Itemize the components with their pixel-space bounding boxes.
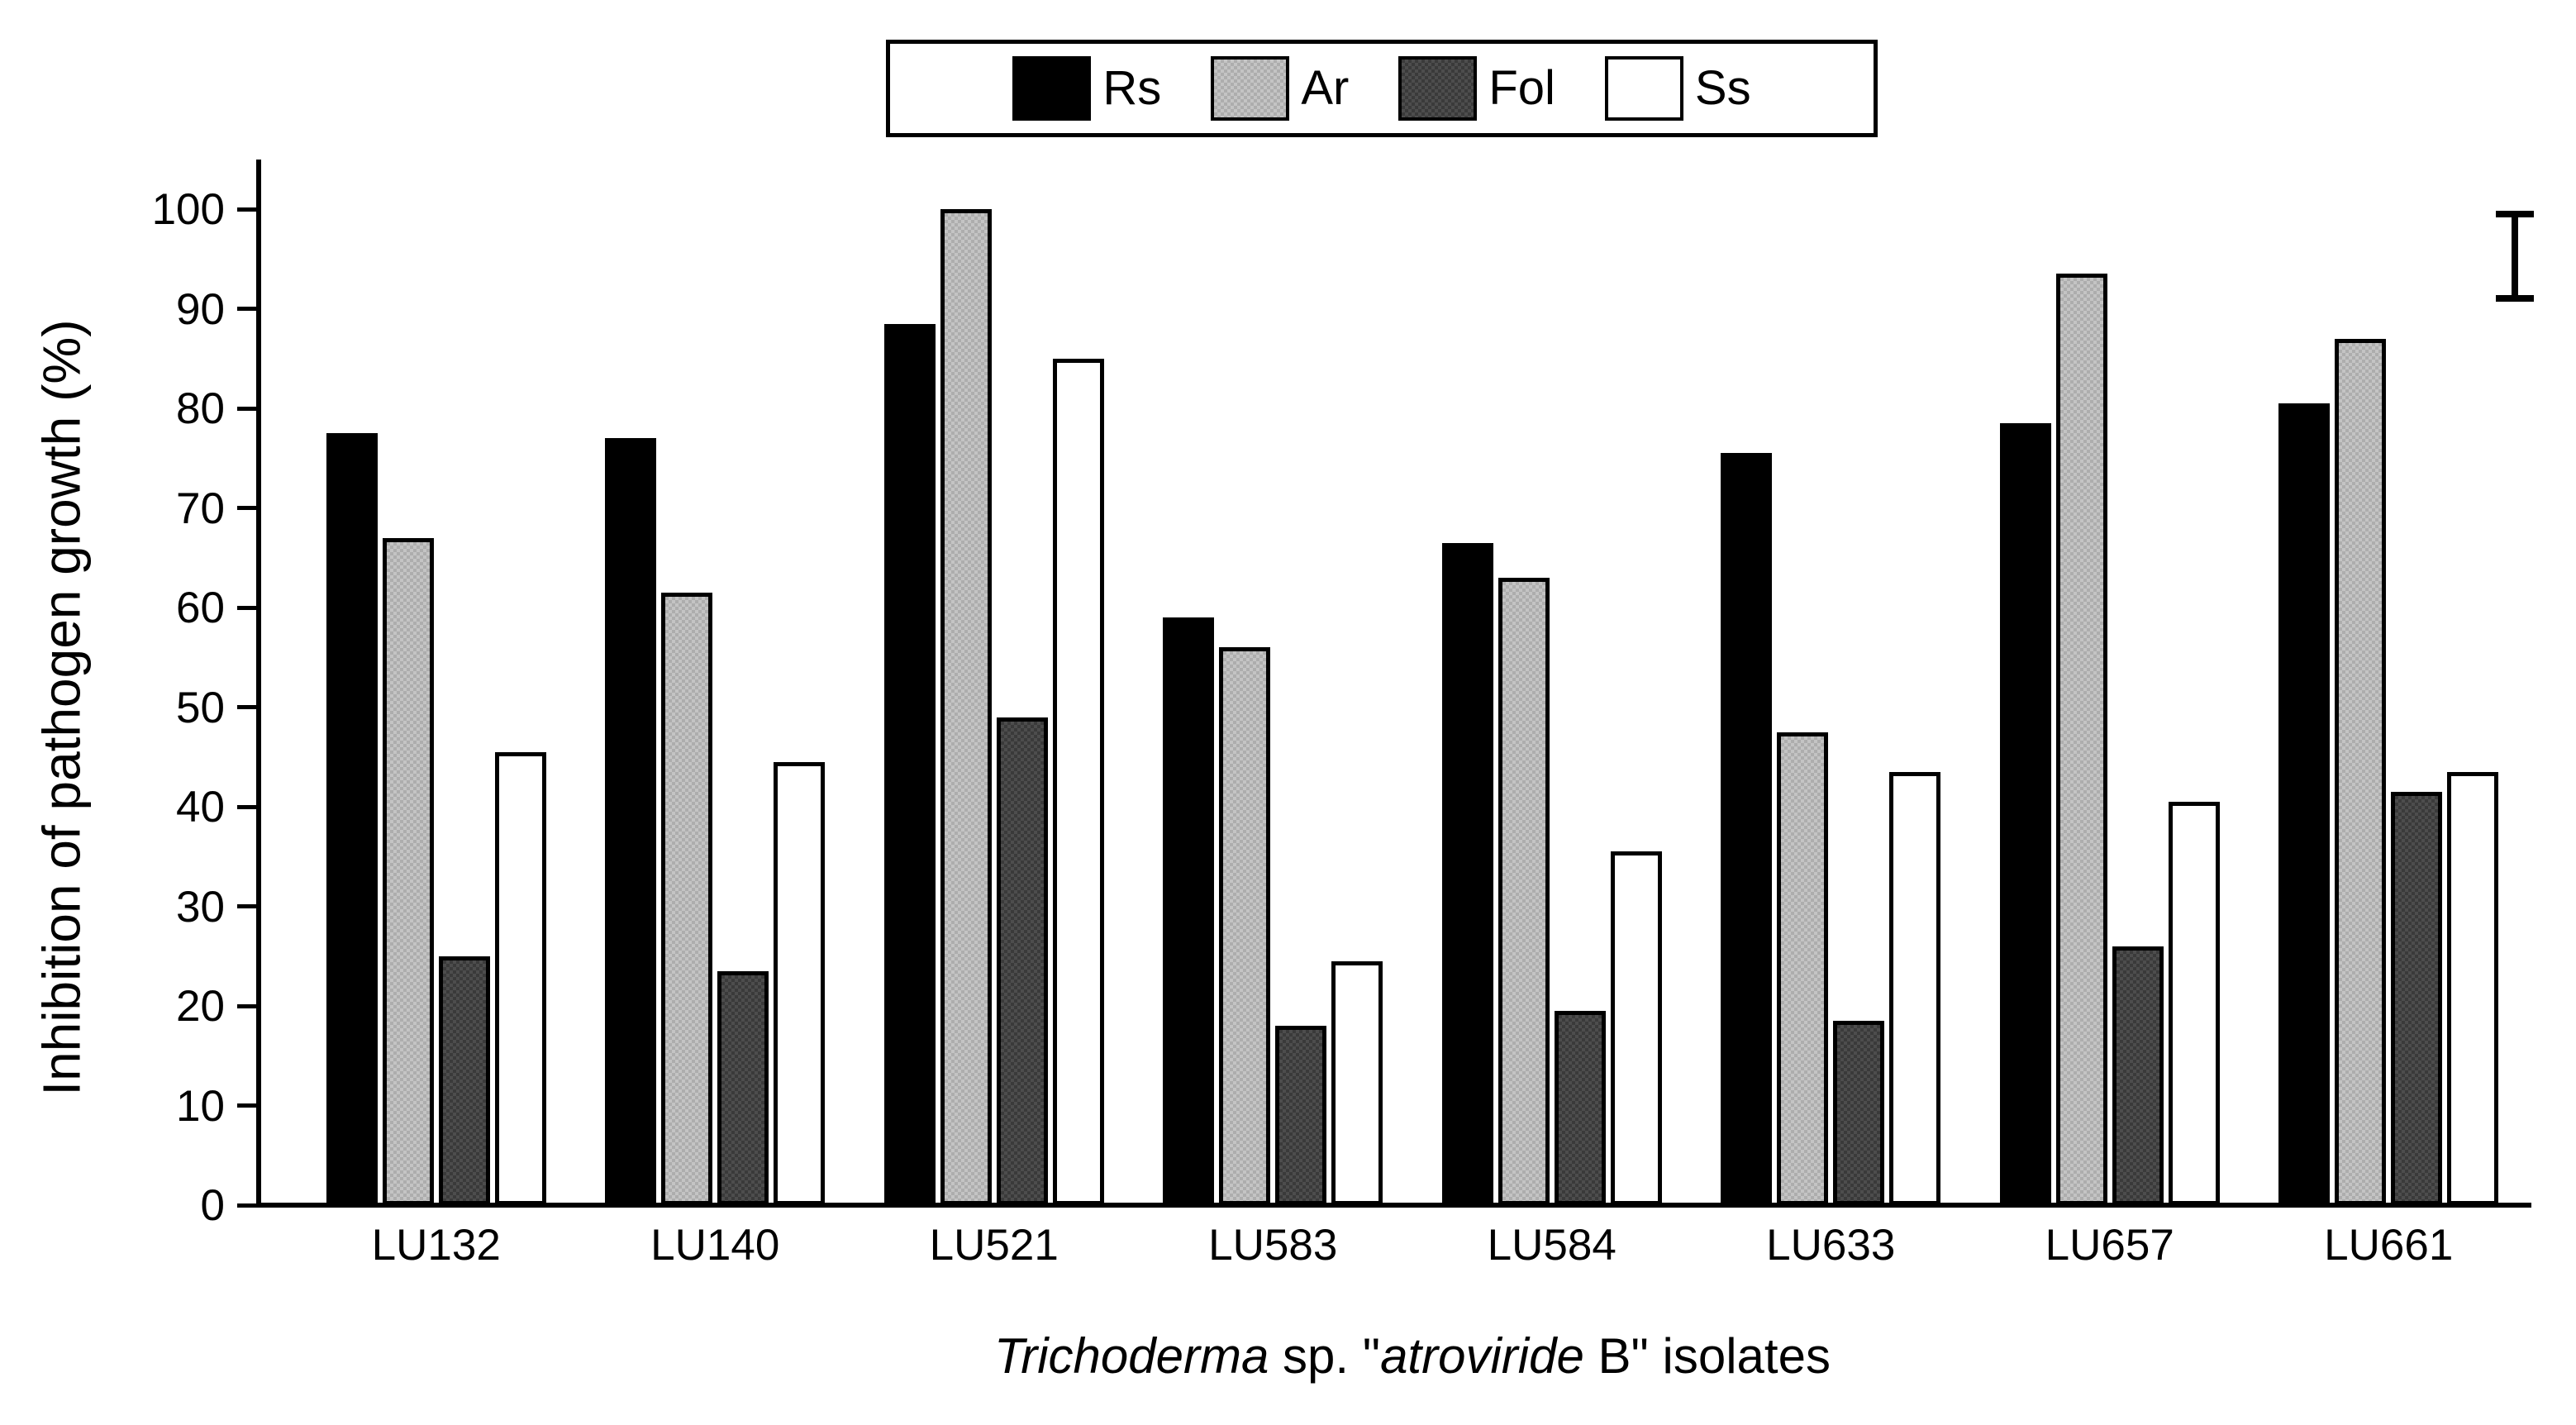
bar-group-lu584 (1412, 209, 1692, 1205)
y-axis-tick-label: 70 (176, 484, 225, 533)
legend-item-fol: Fol (1398, 56, 1555, 121)
x-axis-category-label-lu661: LU661 (2324, 1221, 2454, 1270)
x-axis-line (256, 1203, 2531, 1208)
bar-group-lu132 (297, 209, 576, 1205)
legend-swatch-ss (1604, 56, 1683, 121)
bar-group-lu657 (1970, 209, 2250, 1205)
bar-group-lu583 (1134, 209, 1413, 1205)
bar-lu521-ar (940, 209, 992, 1205)
y-axis-tick-label: 0 (200, 1181, 225, 1230)
y-axis-tick-label: 60 (176, 584, 225, 632)
x-axis-title-segment: sp. (1269, 1328, 1363, 1384)
bar-lu661-rs (2278, 403, 2331, 1205)
x-axis-title: Trichoderma sp. "atroviride B" isolates (297, 1329, 2528, 1384)
y-axis-title-wrap: Inhibition of pathogen growth (%) (8, 209, 116, 1205)
y-axis-tick-mark (237, 307, 260, 311)
bar-lu132-fol (438, 956, 490, 1205)
y-axis-tick-mark (237, 1103, 260, 1108)
bar-lu583-fol (1275, 1026, 1327, 1205)
y-axis-tick-label: 10 (176, 1081, 225, 1131)
bar-lu661-ar (2335, 339, 2387, 1205)
bar-lu140-fol (717, 971, 769, 1205)
bar-lu583-ss (1331, 961, 1383, 1205)
bar-group-lu521 (855, 209, 1134, 1205)
x-axis-category-row: LU132 LU140 LU521 LU583 LU584 LU633 LU657 LU661 (297, 1223, 2528, 1267)
y-axis-tick-mark (237, 904, 260, 908)
y-axis-tick-label: 30 (176, 882, 225, 932)
legend-swatch-ar (1211, 56, 1290, 121)
bar-lu633-ar (1777, 732, 1829, 1205)
bar-lu132-rs (326, 433, 378, 1205)
bar-lu633-fol (1833, 1021, 1885, 1205)
bar-lu657-ss (2168, 802, 2220, 1205)
bar-lu140-ss (774, 762, 826, 1205)
bar-lu583-ar (1219, 647, 1271, 1205)
legend-swatch-rs (1012, 56, 1092, 121)
bar-lu661-ss (2447, 772, 2499, 1205)
bar-lu521-ss (1052, 359, 1104, 1205)
bar-lu584-ss (1610, 851, 1662, 1205)
y-axis-tick-mark (237, 804, 260, 809)
y-axis-tick-label: 50 (176, 683, 225, 732)
x-axis-category-label-lu583: LU583 (1208, 1221, 1338, 1270)
y-axis-tick-mark (237, 406, 260, 411)
error-bar-line (2512, 214, 2518, 299)
y-axis-tick-mark (237, 207, 260, 212)
bar-group-lu661 (2250, 209, 2529, 1205)
x-axis-category-label-lu140: LU140 (650, 1221, 780, 1270)
bar-lu132-ss (494, 752, 546, 1205)
y-axis-tick-mark (237, 506, 260, 510)
y-axis-tick-label: 40 (176, 783, 225, 832)
y-axis-tick-label: 100 (151, 185, 225, 234)
bar-lu521-rs (883, 324, 936, 1205)
bars-region (297, 209, 2528, 1205)
bar-lu657-ar (2055, 274, 2107, 1205)
bar-lu140-ar (661, 593, 713, 1205)
legend-item-ss: Ss (1604, 56, 1751, 121)
y-axis-tick-mark (237, 1003, 260, 1008)
legend-item-ar: Ar (1211, 56, 1349, 121)
x-axis-category-label-lu657: LU657 (2045, 1221, 2174, 1270)
legend-label-ar: Ar (1301, 61, 1350, 115)
y-axis-tick-label: 20 (176, 982, 225, 1031)
x-axis-title-segment: Trichoderma (994, 1328, 1269, 1384)
bar-lu584-fol (1554, 1011, 1606, 1205)
bar-lu132-ar (382, 538, 434, 1205)
y-axis-tick-mark (237, 705, 260, 709)
x-axis-title-segment: " (1362, 1328, 1381, 1384)
error-bar-top-cap (2496, 211, 2534, 218)
bar-lu140-rs (605, 438, 657, 1205)
y-axis-line (256, 160, 261, 1208)
x-axis-title-segment: B" isolates (1583, 1328, 1831, 1384)
bar-lu633-ss (1889, 772, 1941, 1205)
y-axis-tick-label: 90 (176, 284, 225, 334)
bar-lu521-fol (996, 717, 1048, 1205)
x-axis-category-label-lu132: LU132 (371, 1221, 501, 1270)
bar-lu657-fol (2112, 946, 2164, 1205)
legend-swatch-fol (1398, 56, 1478, 121)
y-axis-title: Inhibition of pathogen growth (%) (32, 318, 92, 1096)
error-bar-bottom-cap (2496, 295, 2534, 303)
x-axis-category-label-lu521: LU521 (929, 1221, 1059, 1270)
x-axis-category-label-lu633: LU633 (1766, 1221, 1896, 1270)
legend-label-fol: Fol (1488, 61, 1555, 115)
bar-group-lu140 (576, 209, 855, 1205)
bar-lu583-rs (1163, 617, 1215, 1205)
y-axis-tick-mark (237, 1203, 260, 1208)
x-axis-category-label-lu584: LU584 (1487, 1221, 1617, 1270)
legend-label-rs: Rs (1102, 61, 1162, 115)
bar-lu633-rs (1721, 453, 1773, 1205)
bar-lu584-rs (1441, 543, 1493, 1205)
legend-item-rs: Rs (1012, 56, 1161, 121)
bar-group-lu633 (1692, 209, 1971, 1205)
chart-legend: Rs Ar Fol Ss (886, 40, 1878, 137)
y-axis-tick-mark (237, 605, 260, 610)
bar-lu584-ar (1498, 578, 1550, 1205)
legend-label-ss: Ss (1694, 61, 1751, 115)
x-axis-title-segment: atroviride (1380, 1328, 1584, 1384)
y-axis-tick-label: 80 (176, 384, 225, 433)
bar-lu657-rs (1999, 423, 2051, 1205)
bar-lu661-fol (2391, 792, 2443, 1205)
